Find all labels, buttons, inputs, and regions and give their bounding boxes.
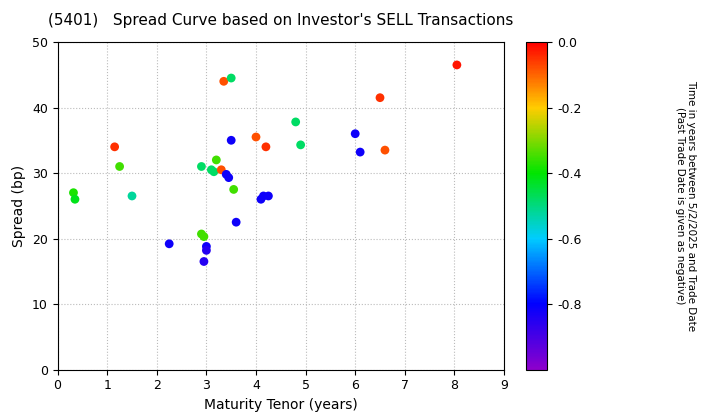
Point	[69, 196, 81, 202]
Point	[228, 186, 240, 193]
Point	[349, 130, 361, 137]
X-axis label: Maturity Tenor (years): Maturity Tenor (years)	[204, 398, 358, 412]
Point	[255, 196, 266, 202]
Point	[126, 193, 138, 199]
Point	[260, 144, 271, 150]
Point	[220, 171, 232, 178]
Point	[208, 168, 220, 175]
Point	[225, 75, 237, 81]
Point	[230, 219, 242, 226]
Point	[198, 258, 210, 265]
Point	[114, 163, 125, 170]
Point	[263, 193, 274, 199]
Point	[258, 193, 269, 199]
Point	[218, 78, 230, 85]
Point	[374, 94, 386, 101]
Point	[215, 166, 227, 173]
Point	[295, 142, 307, 148]
Point	[225, 137, 237, 144]
Point	[210, 157, 222, 163]
Point	[68, 189, 79, 196]
Point	[198, 233, 210, 240]
Point	[201, 243, 212, 250]
Point	[206, 166, 217, 173]
Y-axis label: Spread (bp): Spread (bp)	[12, 165, 27, 247]
Text: (5401)   Spread Curve based on Investor's SELL Transactions: (5401) Spread Curve based on Investor's …	[48, 13, 513, 28]
Point	[109, 144, 120, 150]
Point	[196, 163, 207, 170]
Point	[223, 174, 235, 181]
Point	[379, 147, 391, 153]
Point	[354, 149, 366, 155]
Point	[163, 240, 175, 247]
Point	[290, 118, 302, 125]
Point	[196, 231, 207, 237]
Point	[201, 247, 212, 254]
Point	[451, 62, 463, 68]
Point	[251, 134, 262, 140]
Y-axis label: Time in years between 5/2/2025 and Trade Date
(Past Trade Date is given as negat: Time in years between 5/2/2025 and Trade…	[675, 80, 696, 331]
